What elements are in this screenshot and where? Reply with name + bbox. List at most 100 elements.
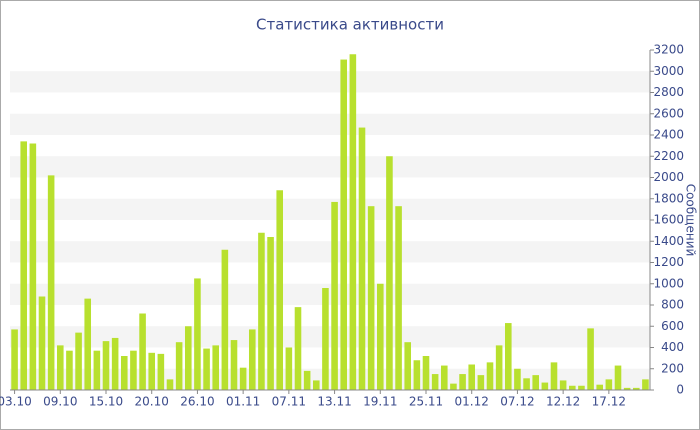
bar: [568, 385, 576, 390]
bar: [38, 296, 46, 390]
y-tick-label: 2400: [653, 128, 684, 142]
bar: [130, 350, 137, 390]
y-tick-label: 2800: [653, 85, 684, 99]
bar: [367, 206, 375, 390]
bar: [84, 298, 92, 390]
bar: [404, 342, 412, 390]
bar: [358, 127, 366, 390]
y-axis-label: Сообщений: [684, 184, 698, 257]
bar: [276, 190, 284, 390]
bar: [532, 375, 540, 390]
bar: [184, 326, 192, 390]
grid-band: [10, 198, 650, 220]
x-tick-label: 09.10: [43, 395, 77, 409]
x-tick-label: 19.11: [363, 395, 397, 409]
chart-title: Статистика активности: [256, 16, 444, 34]
grid-band: [10, 326, 650, 348]
bar: [587, 328, 594, 390]
y-tick-label: 1000: [653, 276, 684, 290]
bar: [431, 374, 439, 390]
bar: [194, 278, 201, 390]
bar: [93, 350, 101, 390]
bar: [212, 345, 220, 390]
x-tick-label: 26.10: [180, 395, 214, 409]
bar: [203, 348, 210, 390]
y-tick-label: 1400: [653, 234, 684, 248]
bar: [139, 313, 146, 390]
bar: [413, 360, 421, 390]
bar: [148, 352, 156, 390]
bar: [75, 332, 82, 390]
bar: [221, 249, 229, 390]
grid-band: [10, 283, 650, 305]
bar: [623, 387, 631, 390]
y-tick-label: 400: [661, 340, 684, 354]
x-tick-label: 20.10: [135, 395, 169, 409]
bar: [395, 206, 402, 390]
x-tick-label: 13.11: [317, 395, 351, 409]
x-tick-label: 01.11: [226, 395, 260, 409]
x-tick-label: 12.12: [546, 395, 580, 409]
bar: [29, 143, 37, 390]
grid-band: [10, 71, 650, 93]
bar: [422, 356, 430, 390]
bar: [550, 362, 558, 390]
bar: [642, 379, 649, 390]
y-tick-label: 200: [661, 361, 684, 375]
bar: [239, 367, 247, 390]
grid-band: [10, 156, 650, 178]
bar: [459, 374, 466, 390]
bar: [175, 342, 183, 390]
y-tick-label: 800: [661, 298, 684, 312]
bar: [157, 353, 165, 390]
bar: [386, 156, 393, 390]
bar: [11, 329, 18, 390]
bar: [322, 288, 329, 390]
bar: [120, 356, 128, 390]
bar: [605, 379, 613, 390]
x-tick-label: 15.10: [89, 395, 123, 409]
bar: [596, 384, 604, 390]
bar: [56, 345, 64, 390]
bar: [102, 341, 110, 390]
bar: [303, 370, 311, 390]
x-tick-label: 01.12: [455, 395, 489, 409]
bar: [285, 347, 293, 390]
bar: [468, 364, 476, 390]
bar: [477, 375, 485, 390]
x-tick-label: 07.11: [272, 395, 306, 409]
bar: [20, 141, 28, 390]
y-tick-label: 1600: [653, 213, 684, 227]
bar: [450, 383, 457, 390]
y-tick-label: 2600: [653, 106, 684, 120]
y-tick-label: 2200: [653, 149, 684, 163]
bar: [166, 379, 174, 390]
y-tick-label: 3000: [653, 64, 684, 78]
bar: [514, 368, 521, 390]
bar: [294, 307, 302, 390]
grid-band: [10, 241, 650, 263]
x-tick-label: 03.10: [0, 395, 32, 409]
bar: [632, 387, 640, 390]
y-tick-label: 0: [676, 383, 684, 397]
bar: [614, 365, 622, 390]
bar: [440, 365, 448, 390]
bar: [258, 232, 265, 390]
bar: [47, 175, 55, 390]
y-tick-label: 600: [661, 319, 684, 333]
bar: [111, 337, 119, 390]
x-tick-label: 17.12: [592, 395, 626, 409]
bar: [523, 378, 530, 390]
bar: [349, 54, 357, 390]
bar: [66, 350, 73, 390]
grid-band: [10, 113, 650, 135]
bar: [267, 237, 274, 390]
bar: [495, 345, 503, 390]
y-tick-label: 1200: [653, 255, 684, 269]
bar: [504, 323, 512, 390]
y-tick-label: 3200: [653, 43, 684, 57]
bar: [541, 382, 549, 390]
bar: [248, 329, 256, 390]
y-tick-label: 2000: [653, 170, 684, 184]
